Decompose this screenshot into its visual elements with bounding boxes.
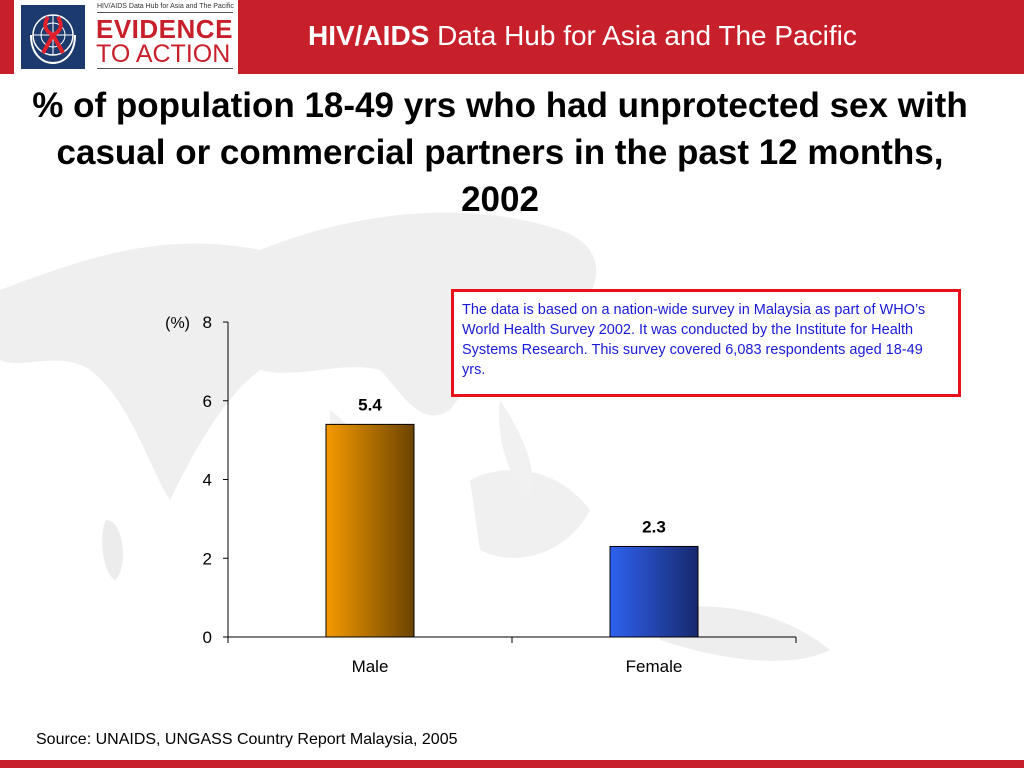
logo-tagline: HIV/AIDS Data Hub for Asia and The Pacif… <box>97 3 234 10</box>
footer-bar <box>0 760 1024 768</box>
bar-female <box>609 545 699 638</box>
y-axis-label: (%) <box>165 315 190 332</box>
source-text: Source: UNAIDS, UNGASS Country Report Ma… <box>36 731 458 748</box>
chart-title: % of population 18-49 yrs who had unprot… <box>32 86 968 219</box>
y-tick-label: 6 <box>203 392 212 411</box>
logo-to-action: TO ACTION <box>96 40 231 68</box>
data-label: 2.3 <box>642 517 666 536</box>
header-title-rest: Data Hub for Asia and The Pacific <box>429 20 857 51</box>
un-emblem-icon <box>21 5 85 69</box>
header-bar: HIV/AIDS Data Hub for Asia and The Pacif… <box>0 0 1024 74</box>
header-title: HIV/AIDS Data Hub for Asia and The Pacif… <box>308 20 857 52</box>
y-tick-label: 8 <box>203 313 212 332</box>
logo-divider <box>97 12 233 13</box>
header-title-bold: HIV/AIDS <box>308 20 430 51</box>
x-tick-label: Male <box>352 657 389 676</box>
x-tick-label: Female <box>626 657 683 676</box>
logo-evidence: EVIDENCE <box>96 14 233 44</box>
y-tick-label: 0 <box>203 628 212 647</box>
data-label: 5.4 <box>358 395 382 414</box>
logo-divider <box>97 68 233 69</box>
y-tick-label: 4 <box>203 471 212 490</box>
survey-note-box: The data is based on a nation-wide surve… <box>451 289 961 397</box>
y-tick-label: 2 <box>203 549 212 568</box>
bar-male <box>325 423 415 638</box>
evidence-to-action-logo[interactable]: HIV/AIDS Data Hub for Asia and The Pacif… <box>14 0 238 74</box>
